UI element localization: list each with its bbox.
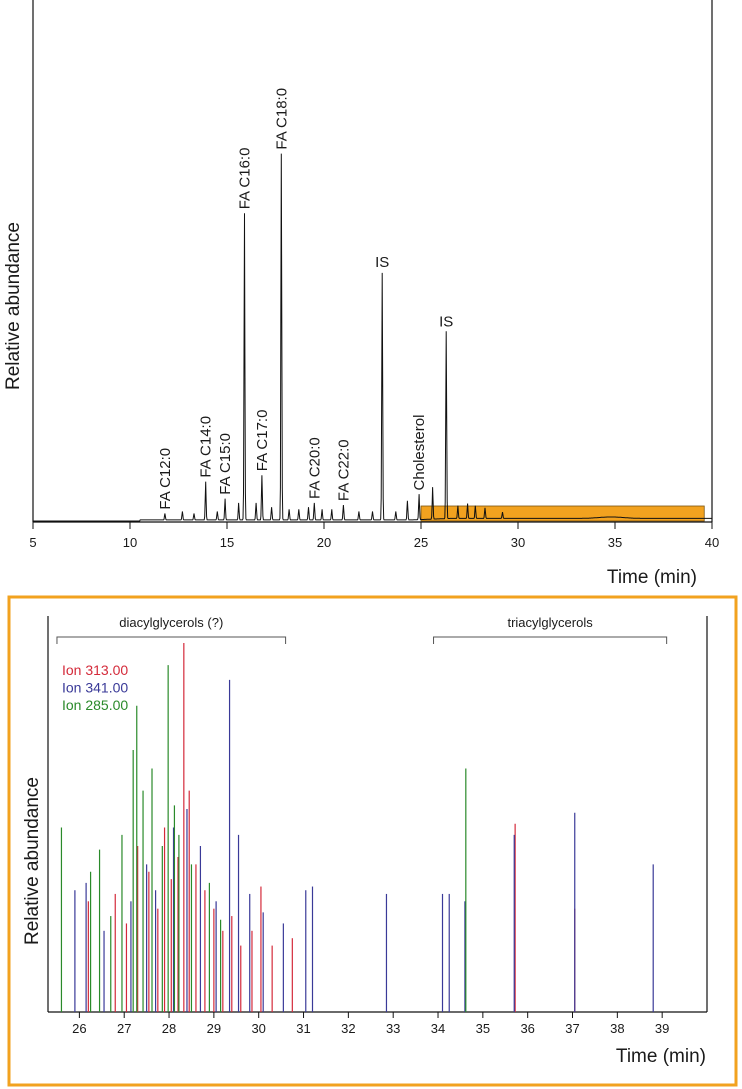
peak-label-fa-c14-0: FA C14:0 xyxy=(198,416,215,478)
peak-label-fa-c18-0: FA C18:0 xyxy=(273,88,290,150)
top-x-axis-title: Time (min) xyxy=(607,567,697,588)
top-chromatogram-trace xyxy=(33,153,712,522)
bottom-x-tick-label-29: 29 xyxy=(207,1021,221,1036)
region-bracket-diacylglycerols xyxy=(56,636,287,644)
peak-label-fa-c12-0: FA C12:0 xyxy=(157,448,174,510)
peak-label-cholesterol: Cholesterol xyxy=(411,415,428,491)
legend-ion-313-00: Ion 313.00 xyxy=(62,662,128,678)
bottom-x-tick-label-28: 28 xyxy=(162,1021,176,1036)
bottom-x-tick-label-34: 34 xyxy=(431,1021,445,1036)
bottom-x-axis-title: Time (min) xyxy=(616,1046,706,1067)
top-x-tick-label-30: 30 xyxy=(511,535,525,550)
bottom-x-tick-label-31: 31 xyxy=(296,1021,310,1036)
bottom-x-tick-label-35: 35 xyxy=(476,1021,490,1036)
peak-label-fa-c22-0: FA C22:0 xyxy=(335,439,352,501)
bottom-x-tick-label-39: 39 xyxy=(655,1021,669,1036)
bottom-x-tick-label-33: 33 xyxy=(386,1021,400,1036)
bottom-panel-frame xyxy=(7,595,738,1087)
bottom-x-tick-label-37: 37 xyxy=(565,1021,579,1036)
peak-label-is: IS xyxy=(439,314,453,331)
bottom-x-tick-label-26: 26 xyxy=(72,1021,86,1036)
bottom-x-tick-label-30: 30 xyxy=(251,1021,265,1036)
peak-label-fa-c20-0: FA C20:0 xyxy=(306,437,323,499)
legend-ion-285-00: Ion 285.00 xyxy=(62,697,128,713)
bottom-x-tick-label-38: 38 xyxy=(610,1021,624,1036)
bottom-x-tick-label-32: 32 xyxy=(341,1021,355,1036)
top-x-tick-label-20: 20 xyxy=(317,535,331,550)
gc-chromatogram: 5 10 15 20 25 30 35 40 FA C12:0 FA C14:0 FA C15:0… xyxy=(3,0,719,588)
bottom-x-tick-label-27: 27 xyxy=(117,1021,131,1036)
peak-label-fa-c16-0: FA C16:0 xyxy=(236,148,253,210)
top-x-tick-label-10: 10 xyxy=(123,535,137,550)
peak-label-is: IS xyxy=(375,254,389,271)
top-x-tick-label-35: 35 xyxy=(608,535,622,550)
region-label-diacylglycerols: diacylglycerols (?) xyxy=(119,615,223,630)
top-x-tick-label-25: 25 xyxy=(414,535,428,550)
top-x-tick-label-15: 15 xyxy=(220,535,234,550)
top-x-tick-label-5: 5 xyxy=(29,535,36,550)
bottom-x-tick-label-36: 36 xyxy=(520,1021,534,1036)
peak-label-fa-c17-0: FA C17:0 xyxy=(254,410,271,472)
top-highlight-box xyxy=(420,505,705,522)
ion-chromatogram: diacylglycerols (?) triacylglycerols 26 27… xyxy=(22,615,708,1067)
bottom-y-axis-title: Relative abundance xyxy=(22,777,43,945)
top-y-axis-title: Relative abundance xyxy=(3,222,24,390)
legend-ion-341-00: Ion 341.00 xyxy=(62,680,128,696)
peak-label-fa-c15-0: FA C15:0 xyxy=(217,433,234,495)
region-bracket-triacylglycerols xyxy=(433,636,668,644)
top-x-tick-label-40: 40 xyxy=(705,535,719,550)
region-label-triacylglycerols: triacylglycerols xyxy=(507,615,593,630)
